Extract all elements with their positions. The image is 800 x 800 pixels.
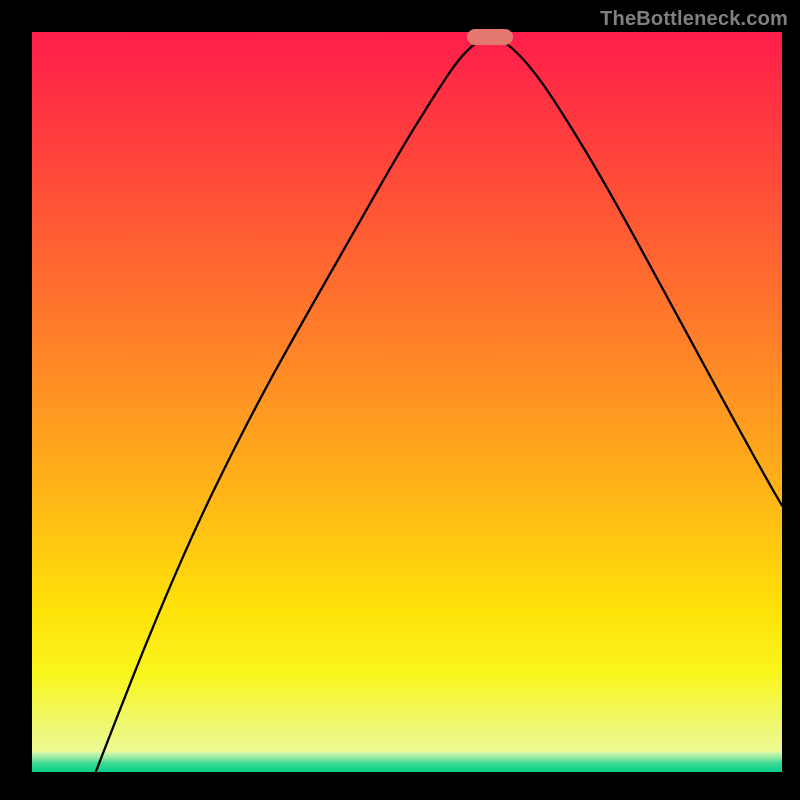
- optimal-marker: [467, 29, 513, 45]
- bottleneck-v-curve: [96, 38, 782, 772]
- curve-layer: [0, 0, 800, 800]
- chart-stage: TheBottleneck.com: [0, 0, 800, 800]
- watermark-text: TheBottleneck.com: [600, 8, 788, 31]
